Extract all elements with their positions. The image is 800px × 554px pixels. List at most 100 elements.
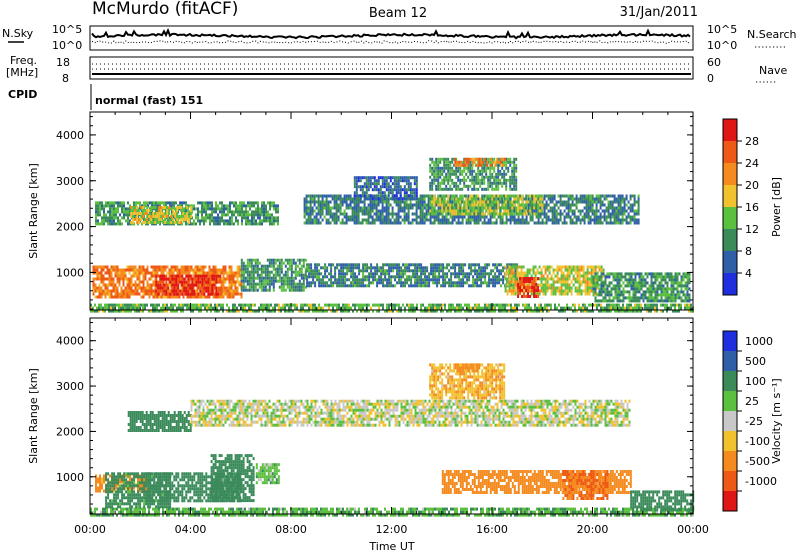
power-cell — [634, 281, 637, 285]
power-cell — [132, 209, 135, 212]
power-cell — [472, 306, 474, 310]
power-cell — [205, 289, 208, 293]
power-cell — [598, 299, 601, 303]
power-cell — [96, 277, 99, 281]
power-cell — [190, 268, 193, 272]
power-cell — [560, 268, 563, 272]
power-cell — [253, 216, 255, 220]
power-cell — [513, 221, 516, 225]
power-cell — [686, 306, 688, 310]
power-cell — [399, 200, 402, 204]
power-cell — [385, 218, 388, 222]
power-cell — [254, 270, 257, 274]
power-cell — [372, 303, 374, 307]
power-cell — [412, 272, 415, 276]
power-cell — [458, 284, 461, 288]
power-cell — [191, 277, 194, 281]
power-cell — [292, 276, 295, 280]
power-cell — [441, 218, 444, 222]
power-cell — [406, 278, 409, 282]
power-cell — [245, 207, 247, 211]
power-cell — [415, 212, 418, 216]
power-cell — [366, 306, 368, 310]
power-cell — [94, 268, 97, 272]
power-cell — [245, 213, 247, 217]
power-cell — [206, 271, 209, 275]
power-cell — [256, 288, 259, 292]
power-cell — [284, 276, 287, 280]
power-cell — [282, 273, 285, 277]
power-cell — [407, 203, 410, 207]
power-cell — [198, 309, 200, 313]
power-cell — [346, 309, 348, 313]
cpid-label: CPID — [8, 88, 37, 101]
power-cell — [533, 277, 536, 280]
power-cell — [142, 306, 144, 310]
power-cell — [114, 303, 116, 307]
power-cell — [612, 296, 615, 300]
power-cell — [310, 303, 312, 307]
power-cell — [231, 219, 233, 223]
power-cell — [378, 266, 381, 270]
power-cell — [268, 306, 270, 310]
power-cell — [590, 309, 592, 313]
power-cell — [134, 265, 137, 269]
power-cell — [247, 222, 249, 226]
power-cell — [419, 197, 422, 201]
power-cell — [366, 266, 369, 270]
power-cell — [288, 276, 291, 280]
power-cell — [448, 263, 451, 267]
power-cell — [294, 282, 297, 286]
power-cell — [608, 275, 611, 279]
power-cell — [268, 303, 270, 307]
power-cell — [376, 309, 378, 313]
power-cell — [265, 216, 267, 220]
power-cell — [503, 221, 506, 225]
power-cell — [151, 204, 153, 208]
power-cell — [340, 269, 343, 273]
power-cell — [195, 283, 198, 287]
power-cell — [240, 258, 243, 262]
freq-label: Freq. — [10, 54, 37, 67]
power-cell — [529, 215, 532, 219]
power-cell — [373, 218, 376, 222]
power-cell — [390, 275, 393, 279]
power-cell — [500, 309, 502, 313]
power-cell — [410, 275, 413, 279]
power-cell — [102, 306, 104, 310]
power-cell — [247, 213, 249, 217]
power-cell — [201, 277, 204, 281]
power-cell — [474, 263, 477, 267]
power-cell — [309, 206, 312, 210]
power-cell — [440, 303, 442, 307]
power-cell — [307, 218, 310, 222]
power-cell — [294, 285, 297, 289]
power-cell — [444, 278, 447, 282]
power-cell — [327, 206, 330, 210]
power-cell — [207, 277, 210, 281]
power-cell — [104, 265, 107, 269]
power-cell — [339, 197, 342, 201]
power-cell — [386, 272, 389, 276]
power-cell — [157, 292, 160, 296]
power-cell — [460, 303, 462, 307]
power-cell — [267, 219, 269, 223]
power-cell — [277, 204, 279, 208]
power-cell — [690, 303, 692, 307]
power-cell — [528, 306, 530, 310]
power-cell — [114, 265, 117, 269]
power-cell — [532, 271, 535, 275]
power-cell — [272, 261, 275, 265]
power-cell — [662, 303, 664, 307]
power-cell — [388, 275, 391, 279]
power-cell — [213, 283, 216, 287]
power-cell — [430, 263, 433, 267]
nsearch-tick-bottom: 10^0 — [707, 39, 737, 52]
power-cell — [387, 215, 390, 219]
power-cell — [346, 303, 348, 307]
power-cell — [307, 212, 310, 216]
power-cell — [448, 269, 451, 273]
power-cell — [523, 218, 526, 222]
power-cell — [248, 264, 251, 268]
power-cell — [264, 270, 267, 274]
